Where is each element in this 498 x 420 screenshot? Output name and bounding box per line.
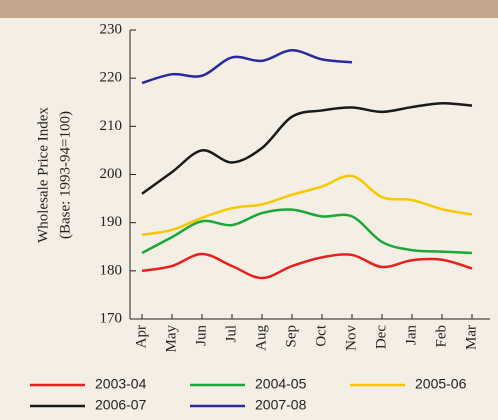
x-tick-label: Mar [463, 325, 479, 350]
y-tick-label: 200 [100, 166, 123, 182]
x-tick-label: Jul [223, 325, 239, 343]
series-line [141, 174, 473, 236]
x-tick-label: Aug [253, 325, 269, 351]
series-line [141, 252, 473, 280]
x-tick-label: Oct [313, 324, 329, 346]
x-tick-label: Apr [133, 325, 149, 348]
legend-label: 2007-08 [255, 397, 307, 413]
x-tick-label: Dec [373, 325, 389, 349]
series-line [141, 48, 353, 85]
x-tick-label: Nov [343, 325, 359, 351]
header-band [0, 0, 498, 18]
x-tick-label: Sep [283, 325, 299, 348]
y-tick-label: 210 [100, 118, 123, 134]
legend-label: 2006-07 [95, 397, 147, 413]
y-axis-label: (Base: 1993-94=100) [57, 111, 73, 239]
series-line [141, 101, 473, 195]
y-tick-label: 220 [100, 70, 123, 86]
y-axis-label: Wholesale Price Index [35, 107, 51, 243]
x-tick-label: May [163, 325, 179, 353]
legend-label: 2003-04 [95, 376, 147, 392]
series-line [141, 208, 473, 255]
y-tick-label: 190 [100, 214, 123, 230]
x-tick-label: Jun [193, 325, 209, 346]
y-axis-title: Wholesale Price Index (Base: 1993-94=100… [35, 107, 73, 243]
legend-label: 2005-06 [415, 376, 467, 392]
y-tick-label: 170 [100, 310, 123, 326]
legend-label: 2004-05 [255, 376, 307, 392]
y-tick-label: 180 [100, 262, 123, 278]
x-tick-label: Jan [403, 325, 419, 345]
legend: 2003-04 2004-05 2005-06 2006-07 2007-08 [30, 376, 467, 413]
y-tick-label: 230 [100, 21, 123, 37]
x-tick-label: Feb [433, 325, 449, 348]
